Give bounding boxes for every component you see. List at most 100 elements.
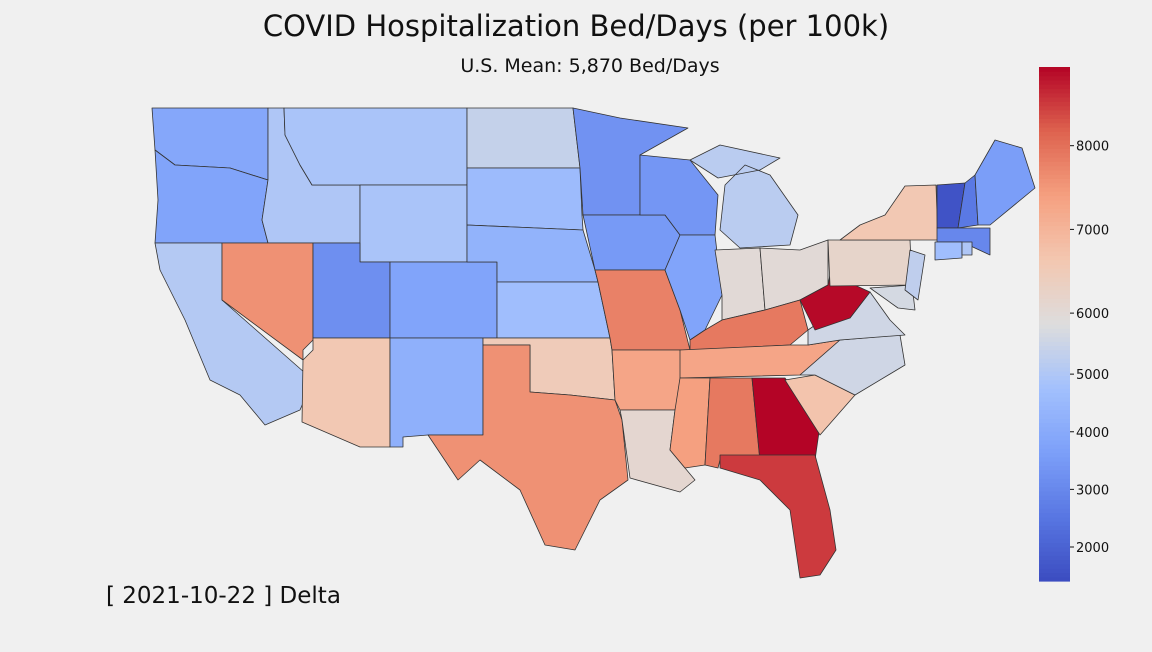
colorbar-segment (1039, 525, 1070, 531)
state (827, 239, 913, 287)
colorbar-segment (1039, 439, 1070, 445)
colorbar-segment (1039, 126, 1070, 132)
state (359, 184, 468, 263)
colorbar-segment (1039, 418, 1070, 424)
map (151, 107, 1036, 579)
state (283, 107, 468, 186)
colorbar-segment (1039, 67, 1070, 72)
colorbar-segment (1039, 409, 1070, 415)
colorbar-segment (1039, 118, 1070, 124)
colorbar-segment (1039, 392, 1070, 398)
colorbar: 2000 3000 4000 5000 6000 7000 8000 (1039, 67, 1109, 582)
colorbar-segment (1039, 294, 1070, 299)
colorbar-segment (1039, 551, 1070, 556)
state (427, 344, 629, 551)
colorbar-segment (1039, 563, 1070, 569)
colorbar-segment (1039, 96, 1070, 102)
colorbar-segment (1039, 413, 1070, 419)
state (974, 139, 1036, 226)
colorbar-segment (1039, 225, 1070, 231)
colorbar-segment (1039, 109, 1070, 115)
colorbar-segment (1039, 396, 1070, 402)
colorbar-segment (1039, 358, 1070, 364)
state (689, 144, 799, 249)
colorbar-segment (1039, 139, 1070, 145)
colorbar-segment (1039, 148, 1070, 154)
colorbar-tick-label: 4000 (1076, 426, 1109, 441)
colorbar-segment (1039, 174, 1070, 179)
date-annotation: [ 2021-10-22 ] Delta (106, 583, 341, 609)
colorbar-segment (1039, 255, 1070, 261)
colorbar-segment (1039, 366, 1070, 372)
colorbar-segment (1039, 122, 1070, 128)
state (714, 247, 766, 321)
colorbar-segment (1039, 465, 1070, 471)
state (934, 241, 963, 261)
colorbar-segment (1039, 486, 1070, 492)
colorbar-tick-label: 2000 (1076, 541, 1109, 556)
state (869, 284, 916, 311)
colorbar-segment (1039, 328, 1070, 334)
state (466, 107, 581, 169)
colorbar-segment (1039, 302, 1070, 308)
colorbar-segment (1039, 105, 1070, 111)
colorbar-segment (1039, 144, 1070, 149)
state (466, 167, 584, 231)
colorbar-segment (1039, 508, 1070, 514)
colorbar-segment (1039, 221, 1070, 227)
colorbar-segment (1039, 186, 1070, 192)
colorbar-segment (1039, 512, 1070, 518)
colorbar-segment (1039, 242, 1070, 248)
colorbar-segment (1039, 452, 1070, 458)
colorbar-segment (1039, 276, 1070, 282)
state (961, 241, 973, 256)
colorbar-segment (1039, 345, 1070, 351)
colorbar-segment (1039, 71, 1070, 77)
colorbar-segment (1039, 422, 1070, 428)
colorbar-segment (1039, 131, 1070, 137)
colorbar-segment (1039, 576, 1070, 582)
colorbar-segment (1039, 212, 1070, 218)
state (719, 454, 837, 579)
colorbar-segment (1039, 499, 1070, 505)
colorbar-segment (1039, 401, 1070, 406)
colorbar-segment (1039, 152, 1070, 158)
colorbar-segment (1039, 379, 1070, 385)
colorbar-segment (1039, 259, 1070, 265)
state (799, 274, 871, 331)
colorbar-segment (1039, 473, 1070, 479)
colorbar-segment (1039, 529, 1070, 535)
colorbar-segment (1039, 542, 1070, 548)
colorbar-segment (1039, 482, 1070, 488)
colorbar-segment (1039, 195, 1070, 201)
colorbar-segment (1039, 238, 1070, 244)
colorbar-segment (1039, 341, 1070, 347)
colorbar-segment (1039, 178, 1070, 184)
state (582, 214, 681, 271)
colorbar-segment (1039, 431, 1070, 436)
colorbar-segment (1039, 216, 1070, 222)
colorbar-segment (1039, 289, 1070, 295)
colorbar-segment (1039, 182, 1070, 188)
colorbar-segment (1039, 383, 1070, 389)
colorbar-segment (1039, 319, 1070, 325)
colorbar-segment (1039, 503, 1070, 509)
state (936, 227, 991, 256)
colorbar-segment (1039, 388, 1070, 394)
colorbar-segment (1039, 559, 1070, 565)
state (751, 377, 821, 463)
colorbar-segment (1039, 426, 1070, 432)
colorbar-segment (1039, 461, 1070, 466)
colorbar-segment (1039, 371, 1070, 376)
colorbar-segment (1039, 135, 1070, 141)
colorbar-segment (1039, 572, 1070, 578)
state (496, 281, 611, 339)
colorbar-segment (1039, 375, 1070, 381)
colorbar-segment (1039, 332, 1070, 338)
colorbar-segment (1039, 353, 1070, 359)
state (839, 184, 939, 241)
colorbar-segment (1039, 199, 1070, 205)
colorbar-segment (1039, 101, 1070, 107)
colorbar-segment (1039, 285, 1070, 291)
